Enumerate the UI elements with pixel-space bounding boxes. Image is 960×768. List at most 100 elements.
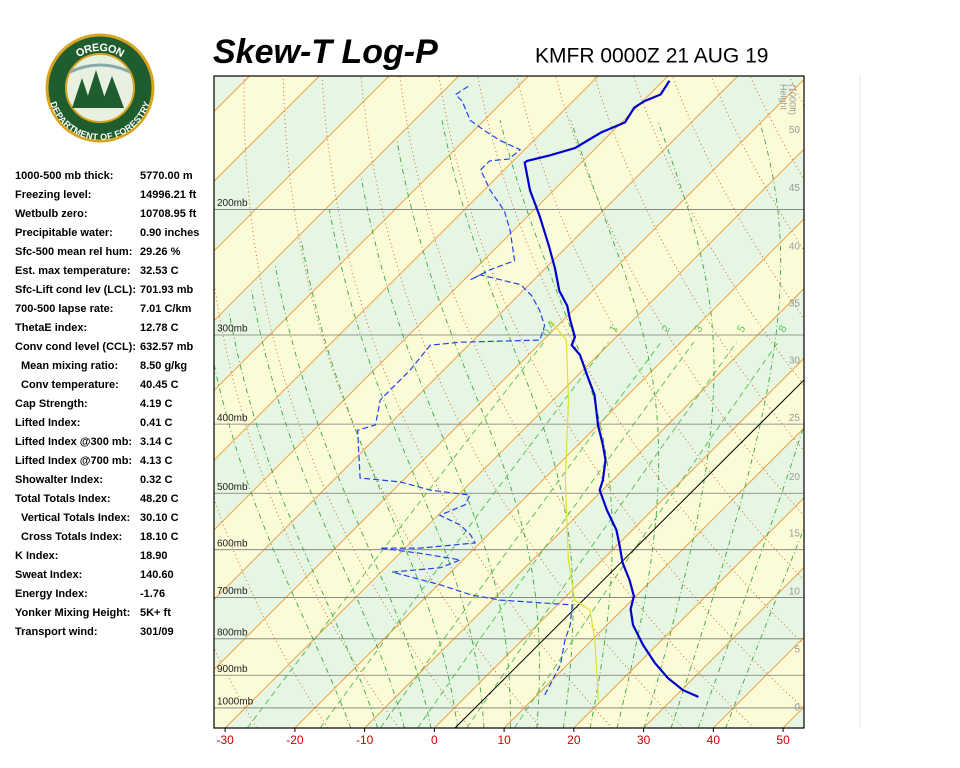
index-label: Conv cond level (CCL): — [15, 341, 136, 353]
mixing-ratio-line — [466, 341, 737, 728]
x-tick-label: 20 — [567, 733, 581, 747]
index-label: Yonker Mixing Height: — [15, 607, 130, 619]
index-value: 32.53 C — [140, 265, 179, 277]
logo-text-top: OREGON — [74, 42, 126, 60]
y-tick-label: 700mb — [217, 586, 248, 597]
index-value: 7.01 C/km — [140, 303, 192, 315]
moist-adiabat — [300, 238, 458, 728]
index-value: 0.32 C — [140, 474, 172, 486]
height-tick-label: 35 — [789, 298, 801, 309]
index-value: -1.76 — [140, 588, 165, 600]
index-label: Est. max temperature: — [15, 265, 131, 277]
mixing-ratio-line — [380, 341, 662, 728]
index-label: Sweat Index: — [15, 569, 82, 581]
dry-adiabat — [243, 76, 471, 728]
x-tick-label: 0 — [431, 733, 438, 747]
profile-line — [356, 84, 573, 696]
height-axis-title: Height — [779, 84, 789, 111]
index-label: 700-500 lapse rate: — [15, 303, 113, 315]
logo-trees — [72, 70, 124, 108]
height-tick-label: 25 — [789, 413, 801, 424]
index-label: 1000-500 mb thick: — [15, 170, 113, 182]
index-label: Transport wind: — [15, 626, 98, 638]
index-value: 4.19 C — [140, 398, 172, 410]
isotherm — [214, 76, 529, 392]
x-tick-label: -30 — [216, 733, 234, 747]
index-value: 4.13 C — [140, 455, 172, 467]
index-value: 18.10 C — [140, 531, 179, 543]
index-value: 8.50 g/kg — [140, 360, 187, 372]
index-label: Cap Strength: — [15, 398, 88, 410]
isotherm — [214, 76, 599, 461]
y-tick-label: 900mb — [217, 664, 248, 675]
index-label: Total Totals Index: — [15, 493, 111, 505]
index-label: Conv temperature: — [21, 379, 119, 391]
mixing-ratio-line — [246, 341, 545, 728]
diagram-background: 0.4 1 2 3 5 8 — [214, 76, 804, 728]
moist-adiabat — [670, 120, 782, 728]
mixing-ratio-line — [417, 341, 695, 728]
height-tick-label: 0 — [794, 702, 800, 713]
height-tick-label: 15 — [789, 529, 801, 540]
index-value: 0.41 C — [140, 417, 172, 429]
x-tick-label: 40 — [707, 733, 721, 747]
index-label: Lifted Index: — [15, 417, 80, 429]
index-value: 301/09 — [140, 626, 174, 638]
index-value: 140.60 — [140, 569, 174, 581]
mixing-ratio-label: 2 — [660, 323, 673, 334]
height-axis-title: (1000ft) — [788, 84, 798, 115]
index-label: Sfc-Lift cond lev (LCL): — [15, 284, 136, 296]
index-label: Lifted Index @300 mb: — [15, 436, 132, 448]
index-value: 18.90 — [140, 550, 168, 562]
x-tick-label: 10 — [497, 733, 511, 747]
y-tick-label: 1000mb — [217, 697, 254, 708]
logo-text-top-path: OREGON — [74, 42, 126, 60]
height-tick-label: 30 — [789, 355, 801, 366]
y-tick-label: 800mb — [217, 627, 248, 638]
profile-line — [523, 80, 699, 698]
grid-line — [643, 566, 804, 728]
index-label: Freezing level: — [15, 189, 91, 201]
moist-adiabat — [251, 290, 405, 728]
dry-adiabat — [360, 76, 684, 728]
index-label: Precipitable water: — [15, 227, 113, 239]
height-tick-label: 5 — [794, 645, 800, 656]
index-value: 0.90 inches — [140, 227, 199, 239]
mixing-ratio-label: 1 — [607, 323, 620, 334]
moist-adiabat — [643, 120, 715, 728]
mixing-ratio-label: 5 — [735, 323, 748, 334]
index-value: 48.20 C — [140, 493, 179, 505]
moist-adiabat — [328, 209, 485, 728]
chart-subtitle: KMFR 0000Z 21 AUG 19 — [535, 45, 768, 68]
height-tick-label: 50 — [789, 125, 801, 136]
index-label: Showalter Index: — [15, 474, 103, 486]
x-tick-label: -10 — [356, 733, 374, 747]
moist-adiabat — [441, 120, 574, 728]
y-tick-label: 200mb — [217, 198, 248, 209]
index-value: 40.45 C — [140, 379, 179, 391]
logo-sky — [69, 63, 131, 74]
moist-adiabat — [274, 265, 432, 728]
y-tick-label: 300mb — [217, 324, 248, 335]
grid-line — [294, 218, 804, 728]
index-label: Lifted Index @700 mb: — [15, 455, 132, 467]
index-value: 10708.95 ft — [140, 208, 197, 220]
dry-adiabat — [321, 76, 613, 728]
x-tick-label: 30 — [637, 733, 651, 747]
index-label: Vertical Totals Index: — [21, 512, 130, 524]
moist-adiabat — [570, 120, 660, 728]
axes: 1000mb 900mb 800mb 700mb 600mb 500mb 400mb 300m… — [216, 84, 800, 747]
mixing-ratio-label: 8 — [776, 323, 789, 334]
isotherm — [214, 76, 460, 322]
mixing-ratio-line — [514, 341, 779, 728]
isotherm — [214, 78, 804, 671]
x-tick-label: -20 — [286, 733, 304, 747]
index-value: 29.26 % — [140, 246, 181, 258]
grid-line — [503, 427, 804, 728]
mixing-ratio-label: 3 — [692, 323, 705, 334]
height-tick-label: 40 — [789, 241, 801, 252]
indices-table: 1000-500 mb thick: 5770.00 m Freezing leve… — [15, 170, 199, 638]
plot-frame — [213, 75, 805, 729]
index-value: 632.57 mb — [140, 341, 193, 353]
profile-line — [549, 319, 599, 701]
